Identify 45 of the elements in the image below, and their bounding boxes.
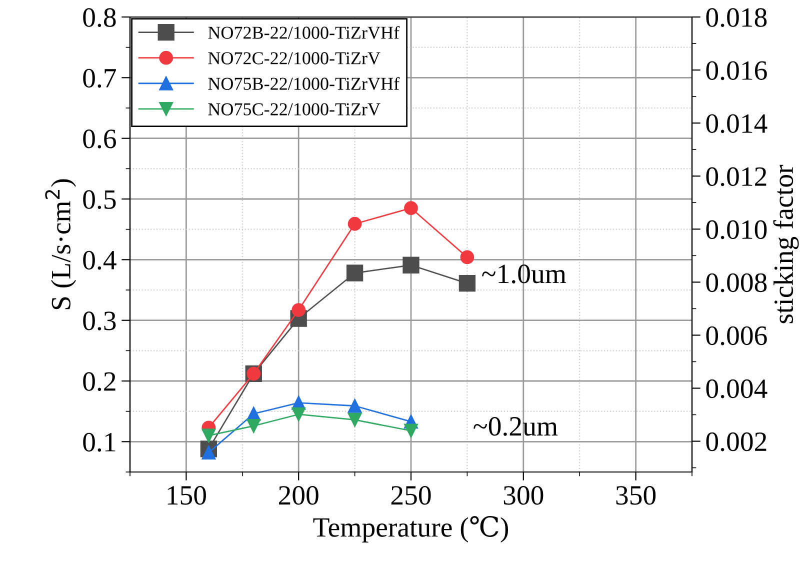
point xyxy=(460,250,474,264)
y2-tick-label: 0.016 xyxy=(706,61,767,80)
y2-tick-label: 0.004 xyxy=(706,379,768,398)
y-tick-label: 0.2 xyxy=(83,372,116,392)
legend-label: NO75C-22/1000-TiZrV xyxy=(208,103,380,116)
y2-tick-label: 0.008 xyxy=(706,273,767,292)
annotation: ~0.2um xyxy=(474,416,558,436)
y2-axis-title: sticking factor xyxy=(773,164,799,324)
x-tick-label: 300 xyxy=(504,486,544,505)
y2-tick-label: 0.002 xyxy=(706,432,766,452)
legend-label: NO75B-22/1000-TiZrVHf xyxy=(208,76,400,90)
point xyxy=(404,201,418,216)
point xyxy=(202,446,216,460)
y-tick-label: 0.7 xyxy=(83,68,116,88)
y-tick-label: 0.4 xyxy=(83,250,116,270)
y-axis-title: S (L/s·cm$^{2}$) xyxy=(45,179,76,310)
point xyxy=(402,256,420,274)
y-tick-label: 0.6 xyxy=(83,130,116,148)
y2-tick-label: 0.012 xyxy=(706,167,766,186)
y-tick-label: 0.3 xyxy=(83,312,116,330)
point xyxy=(348,412,362,427)
point xyxy=(292,303,306,317)
x-tick-label: 350 xyxy=(616,486,656,505)
point xyxy=(292,407,306,422)
point xyxy=(246,418,261,433)
y-tick-label: 0.1 xyxy=(83,432,116,452)
legend-label: NO72B-22/1000-TiZrVHf xyxy=(208,26,400,39)
y2-tick-label: 0.014 xyxy=(706,114,768,134)
x-tick-label: 150 xyxy=(168,486,206,505)
x-tick-label: 250 xyxy=(391,486,431,505)
point xyxy=(202,428,216,443)
y-tick-label: 0.5 xyxy=(83,190,116,210)
point xyxy=(458,274,476,292)
x-axis-title: Temperature (℃) xyxy=(313,516,508,542)
y2-tick-label: 0.006 xyxy=(706,326,767,346)
point xyxy=(404,424,418,438)
x-tick-label: 200 xyxy=(278,486,318,505)
point xyxy=(348,216,362,231)
y-tick-label: 0.8 xyxy=(83,8,116,28)
y2-tick-label: 0.010 xyxy=(706,220,767,240)
y2-tick-label: 0.018 xyxy=(706,8,767,28)
annotation: ~1.0um xyxy=(482,264,566,284)
point xyxy=(348,398,362,413)
point xyxy=(346,264,364,282)
legend-label: NO72C-22/1000-TiZrV xyxy=(208,52,380,64)
